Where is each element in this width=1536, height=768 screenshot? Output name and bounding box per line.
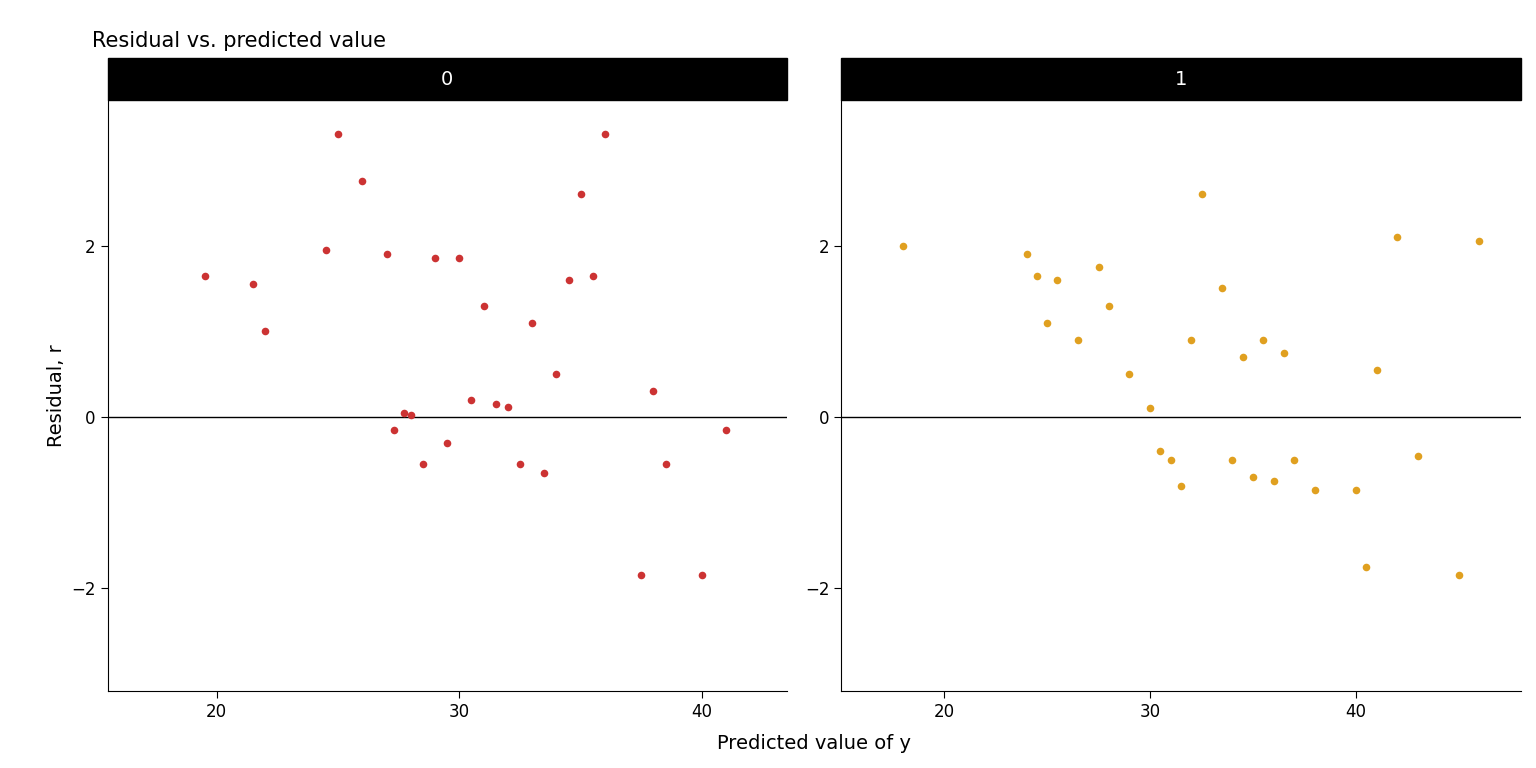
Point: [1283, 454, 1307, 466]
Point: [714, 424, 739, 436]
Point: [531, 466, 556, 478]
Point: [392, 406, 416, 419]
Point: [422, 252, 447, 264]
Point: [253, 325, 278, 337]
FancyBboxPatch shape: [842, 58, 1521, 100]
Point: [653, 458, 677, 470]
Y-axis label: Residual, r: Residual, r: [46, 344, 66, 447]
Point: [1241, 471, 1266, 483]
Point: [1147, 445, 1172, 458]
Point: [410, 458, 435, 470]
Point: [519, 316, 544, 329]
Point: [1189, 188, 1213, 200]
Point: [1353, 561, 1378, 573]
Point: [447, 252, 472, 264]
Point: [1364, 364, 1389, 376]
Point: [1405, 449, 1430, 462]
Point: [1303, 484, 1327, 496]
Point: [496, 401, 521, 413]
Point: [1066, 333, 1091, 346]
Point: [1035, 316, 1060, 329]
Point: [544, 368, 568, 380]
Text: 0: 0: [441, 70, 453, 88]
Point: [1447, 569, 1471, 581]
Point: [1272, 346, 1296, 359]
Point: [435, 436, 459, 449]
Point: [1344, 484, 1369, 496]
Point: [641, 385, 665, 397]
Point: [593, 128, 617, 141]
Point: [350, 175, 375, 187]
Point: [1169, 479, 1193, 492]
Point: [398, 409, 422, 422]
Point: [1261, 475, 1286, 488]
Point: [1467, 235, 1491, 247]
Point: [1180, 333, 1204, 346]
Point: [1086, 261, 1111, 273]
Point: [1044, 273, 1069, 286]
Point: [556, 273, 581, 286]
Point: [1385, 231, 1410, 243]
Point: [1230, 351, 1255, 363]
Point: [891, 240, 915, 252]
Point: [484, 398, 508, 410]
Point: [690, 569, 714, 581]
Point: [1210, 283, 1235, 295]
Point: [1158, 454, 1183, 466]
Point: [568, 188, 593, 200]
Point: [472, 300, 496, 312]
Point: [1097, 300, 1121, 312]
Point: [381, 424, 406, 436]
Point: [1117, 368, 1141, 380]
Point: [581, 270, 605, 282]
Point: [508, 458, 533, 470]
Text: 1: 1: [1175, 70, 1187, 88]
Point: [1138, 402, 1163, 415]
Point: [1250, 333, 1275, 346]
Point: [192, 270, 217, 282]
Point: [326, 128, 350, 141]
FancyBboxPatch shape: [108, 58, 786, 100]
Text: Residual vs. predicted value: Residual vs. predicted value: [92, 31, 386, 51]
Point: [1025, 270, 1049, 282]
Point: [313, 243, 338, 256]
Point: [375, 248, 399, 260]
Point: [1220, 454, 1244, 466]
Point: [630, 569, 654, 581]
Text: Predicted value of y: Predicted value of y: [717, 733, 911, 753]
Point: [241, 278, 266, 290]
Point: [1014, 248, 1038, 260]
Point: [459, 394, 484, 406]
